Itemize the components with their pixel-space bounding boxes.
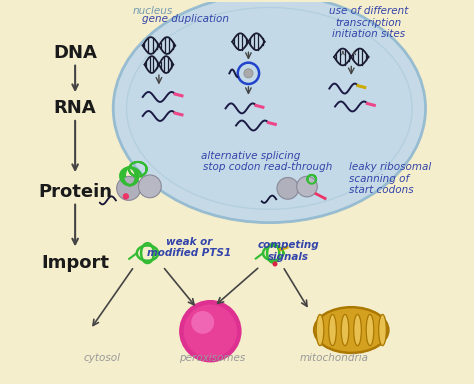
Circle shape bbox=[123, 193, 129, 200]
Circle shape bbox=[244, 69, 253, 78]
Ellipse shape bbox=[341, 314, 349, 346]
Text: mitochondria: mitochondria bbox=[300, 353, 369, 363]
Circle shape bbox=[273, 262, 277, 266]
Ellipse shape bbox=[328, 314, 337, 346]
Text: competing
signals: competing signals bbox=[257, 240, 319, 262]
Circle shape bbox=[297, 176, 317, 197]
Text: nucleus: nucleus bbox=[132, 5, 173, 15]
Text: weak or
modified PTS1: weak or modified PTS1 bbox=[147, 237, 231, 258]
Circle shape bbox=[179, 300, 242, 362]
Circle shape bbox=[277, 177, 299, 199]
Ellipse shape bbox=[379, 314, 386, 346]
Circle shape bbox=[191, 311, 214, 334]
Text: leaky ribosomal
scanning of
start codons: leaky ribosomal scanning of start codons bbox=[349, 162, 432, 195]
Ellipse shape bbox=[113, 0, 426, 223]
Text: alternative splicing: alternative splicing bbox=[201, 151, 300, 161]
Ellipse shape bbox=[127, 7, 412, 209]
Text: RNA: RNA bbox=[54, 99, 96, 118]
Circle shape bbox=[117, 176, 141, 200]
Text: Protein: Protein bbox=[38, 183, 112, 201]
Text: stop codon read-through: stop codon read-through bbox=[203, 162, 332, 172]
Text: gene duplication: gene duplication bbox=[142, 14, 229, 24]
Ellipse shape bbox=[316, 314, 324, 346]
Text: use of different
transcription
initiation sites: use of different transcription initiatio… bbox=[328, 6, 408, 39]
Circle shape bbox=[184, 305, 237, 358]
Ellipse shape bbox=[314, 307, 388, 353]
Circle shape bbox=[138, 175, 161, 198]
Ellipse shape bbox=[366, 314, 374, 346]
Text: Import: Import bbox=[41, 254, 109, 271]
Ellipse shape bbox=[354, 314, 361, 346]
Text: DNA: DNA bbox=[53, 44, 97, 62]
Text: cytosol: cytosol bbox=[83, 353, 120, 363]
Text: peroxisomes: peroxisomes bbox=[179, 353, 246, 363]
